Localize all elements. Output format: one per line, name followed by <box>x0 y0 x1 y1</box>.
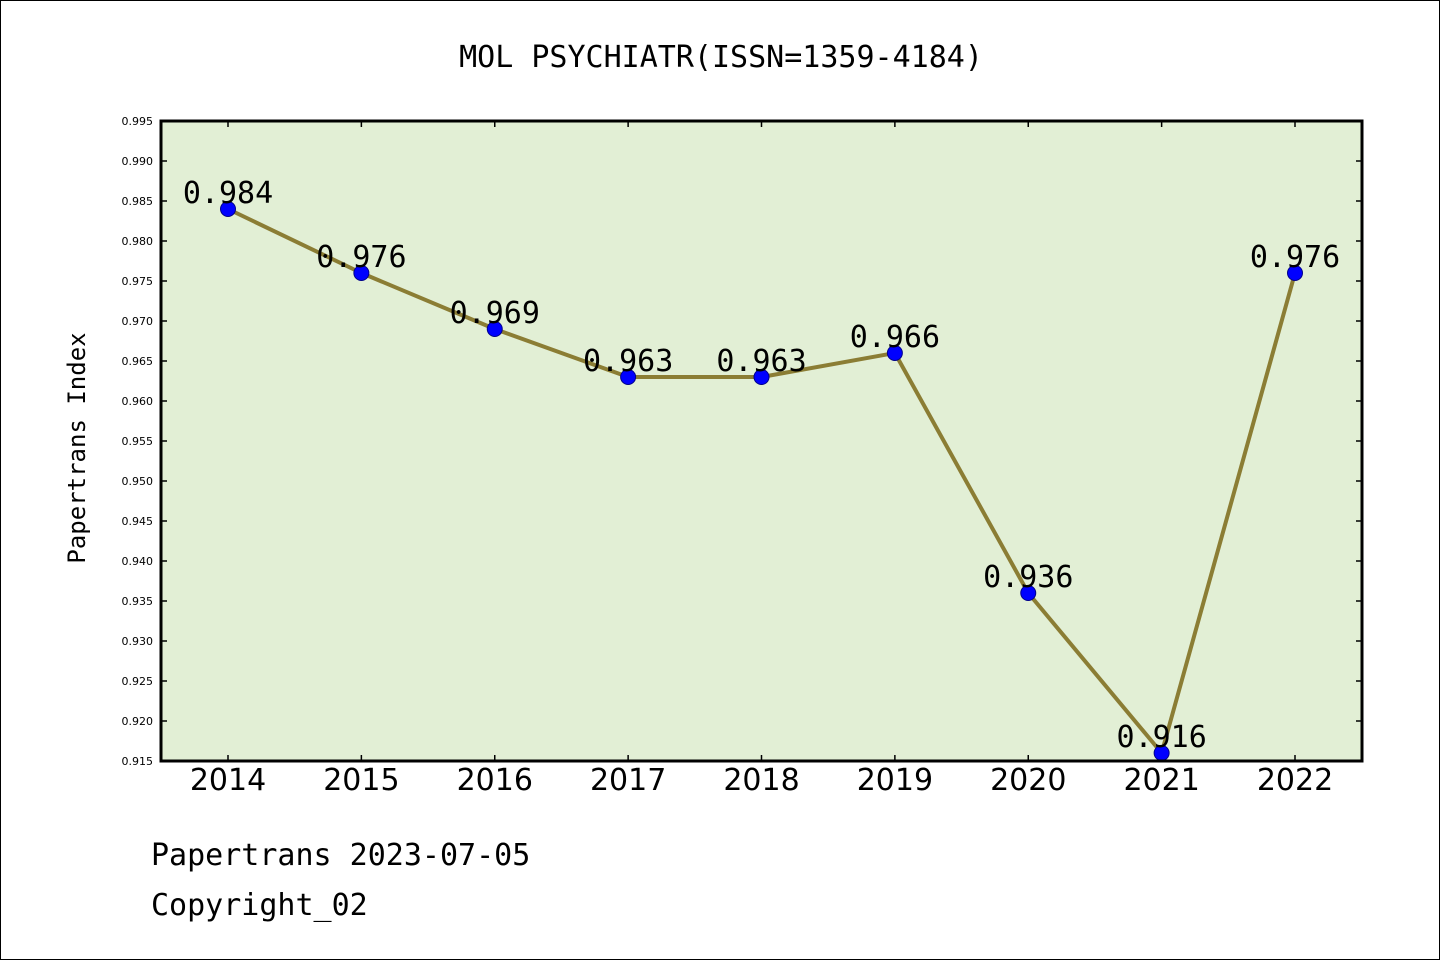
y-tick-label: 0.940 <box>122 555 154 568</box>
x-tick-label: 2015 <box>323 763 399 798</box>
data-label: 0.969 <box>450 296 540 331</box>
data-label: 0.976 <box>316 240 406 275</box>
x-tick-label: 2016 <box>457 763 533 798</box>
x-tick-label: 2021 <box>1123 763 1199 798</box>
plot-border <box>159 119 1364 763</box>
y-tick-label: 0.955 <box>122 435 154 448</box>
y-tick-label: 0.995 <box>122 115 154 128</box>
x-tick-label: 2019 <box>857 763 933 798</box>
y-tick-label: 0.985 <box>122 195 154 208</box>
y-tick-label: 0.960 <box>122 395 154 408</box>
data-label: 0.936 <box>983 560 1073 595</box>
chart-title: MOL PSYCHIATR(ISSN=1359-4184) <box>459 40 983 75</box>
plot-area <box>161 121 1362 761</box>
y-axis-label: Papertrans Index <box>63 332 91 563</box>
data-point <box>1287 265 1303 281</box>
series-layer <box>220 201 1303 761</box>
data-point <box>220 201 236 217</box>
x-tick-label: 2018 <box>723 763 799 798</box>
footer-copyright: Copyright_02 <box>151 888 368 923</box>
y-tick-label: 0.970 <box>122 315 154 328</box>
y-tick-label: 0.975 <box>122 275 154 288</box>
data-labels-layer: 0.984 0.976 0.969 0.963 0.963 0.966 0.936 0.916… <box>183 176 1340 755</box>
y-tick-label: 0.950 <box>122 475 154 488</box>
y-tick-label: 0.965 <box>122 355 154 368</box>
y-tick-label: 0.935 <box>122 595 154 608</box>
y-tick-label: 0.925 <box>122 675 154 688</box>
data-point <box>1020 585 1037 601</box>
data-label: 0.916 <box>1116 720 1206 755</box>
data-point <box>620 369 637 385</box>
data-point <box>486 321 503 337</box>
y-tick-label: 0.945 <box>122 515 154 528</box>
data-label: 0.984 <box>183 176 273 211</box>
x-tick-label: 2022 <box>1257 763 1333 798</box>
x-tick-label: 2014 <box>190 763 266 798</box>
y-tick-label: 0.920 <box>122 715 154 728</box>
data-point <box>753 369 770 385</box>
y-tick-label: 0.915 <box>122 755 154 768</box>
data-point <box>886 345 903 361</box>
x-tick-label: 2017 <box>590 763 666 798</box>
ticks-layer: 0.915 0.920 0.925 0.930 0.935 0.940 0.945 0.950… <box>122 115 1362 798</box>
footer-date: Papertrans 2023-07-05 <box>151 838 530 873</box>
data-label: 0.963 <box>583 344 673 379</box>
data-label: 0.976 <box>1250 240 1340 275</box>
x-tick-label: 2020 <box>990 763 1066 798</box>
data-label: 0.966 <box>850 320 940 355</box>
y-tick-label: 0.990 <box>122 155 154 168</box>
data-point <box>353 265 370 281</box>
y-tick-label: 0.930 <box>122 635 154 648</box>
data-label: 0.963 <box>716 344 806 379</box>
y-tick-label: 0.980 <box>122 235 154 248</box>
